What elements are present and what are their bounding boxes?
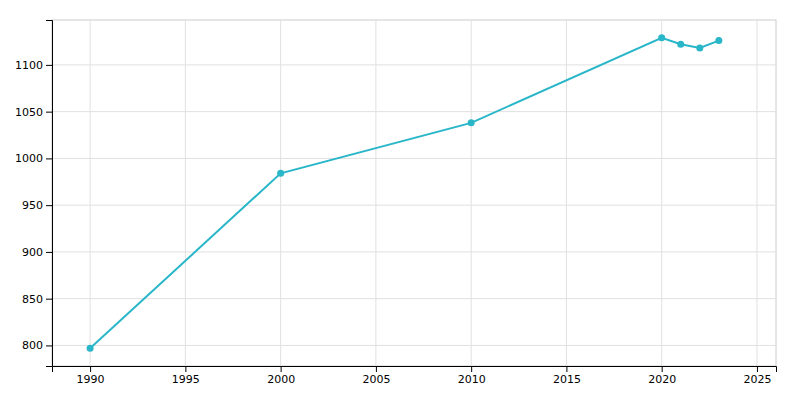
tick-mark (46, 158, 52, 159)
grid-line-x (661, 20, 662, 366)
x-axis: 1990 1995 2000 2005 2010 2015 2020 2025 (53, 366, 777, 386)
tick-mark (90, 366, 91, 372)
chart: 1990 1995 2000 2005 2010 2015 2020 2025 800 850 90… (0, 0, 800, 400)
grid (52, 20, 776, 366)
tick: 800 (22, 339, 52, 352)
point (696, 45, 703, 52)
tick: 2025 (743, 366, 771, 386)
point (277, 170, 284, 177)
grid-line-x (566, 20, 567, 366)
tick: 1990 (77, 366, 105, 386)
grid-line-y (52, 111, 776, 112)
grid-line-x (185, 20, 186, 366)
tick-label: 850 (22, 293, 43, 306)
tick-mark (46, 112, 52, 113)
tick: 850 (22, 293, 52, 306)
tick-mark (46, 345, 52, 346)
tick-mark (185, 366, 186, 372)
tick-label: 1100 (15, 59, 43, 72)
plot: 1990 1995 2000 2005 2010 2015 2020 2025 800 850 90… (15, 20, 777, 386)
point (715, 37, 722, 44)
tick-label: 1000 (15, 152, 43, 165)
tick: 1000 (15, 152, 52, 165)
tick: 2005 (362, 366, 390, 386)
tick: 1995 (172, 366, 200, 386)
tick-label: 2005 (362, 373, 390, 386)
tick-mark (46, 252, 52, 253)
tick: 900 (22, 246, 52, 259)
tick-label: 2015 (553, 373, 581, 386)
tick-mark (281, 366, 282, 372)
tick-label: 2000 (267, 373, 295, 386)
line (90, 38, 719, 348)
tick-label: 2020 (648, 373, 676, 386)
tick-label: 800 (22, 339, 43, 352)
tick: 950 (22, 199, 52, 212)
tick: 2000 (267, 366, 295, 386)
tick-mark (471, 366, 472, 372)
tick-mark (46, 205, 52, 206)
y-axis: 800 850 900 950 1000 1050 1100 (15, 21, 53, 367)
grid-line-y (52, 345, 776, 346)
axis-line (46, 21, 53, 367)
point (468, 119, 475, 126)
marks (87, 34, 723, 351)
tick-mark (662, 366, 663, 372)
grid-line-x (471, 20, 472, 366)
grid-line-y (52, 298, 776, 299)
tick: 2010 (458, 366, 486, 386)
tick-label: 2010 (458, 373, 486, 386)
tick-mark (757, 366, 758, 372)
grid-line-y (52, 158, 776, 159)
point (677, 41, 684, 48)
tick: 2015 (553, 366, 581, 386)
grid-line-x (375, 20, 376, 366)
grid-line-x (756, 20, 757, 366)
plot-frame (52, 20, 776, 366)
point (87, 345, 94, 352)
grid-line-y (52, 64, 776, 65)
tick-label: 950 (22, 199, 43, 212)
grid-line-y (52, 251, 776, 252)
axis-line (53, 367, 777, 373)
tick-label: 1995 (172, 373, 200, 386)
grid-line-y (52, 205, 776, 206)
tick-mark (46, 65, 52, 66)
tick-label: 1050 (15, 106, 43, 119)
tick-mark (566, 366, 567, 372)
tick-mark (46, 299, 52, 300)
point (658, 34, 665, 41)
tick-label: 2025 (743, 373, 771, 386)
grid-line-x (280, 20, 281, 366)
tick: 2020 (648, 366, 676, 386)
tick: 1050 (15, 106, 52, 119)
tick-label: 900 (22, 246, 43, 259)
tick-label: 1990 (77, 373, 105, 386)
tick: 1100 (15, 59, 52, 72)
grid-line-x (90, 20, 91, 366)
tick-mark (376, 366, 377, 372)
